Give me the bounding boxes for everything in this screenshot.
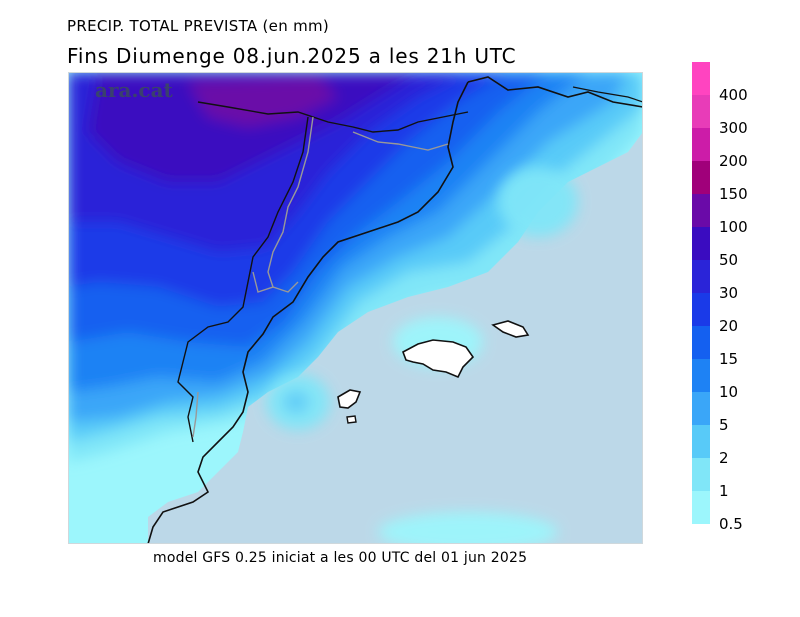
map-subtitle: Fins Diumenge 08.jun.2025 a les 21h UTC — [67, 44, 517, 68]
legend-swatch — [692, 62, 710, 95]
legend-label: 200 — [719, 152, 748, 170]
legend-swatch — [692, 194, 710, 227]
map-frame — [68, 72, 643, 544]
legend-label: 2 — [719, 449, 729, 467]
legend-label: 400 — [719, 86, 748, 104]
regional-border — [352, 131, 449, 151]
island-menorca — [491, 320, 530, 338]
legend-label: 20 — [719, 317, 739, 335]
sea-precip-patch — [378, 512, 558, 544]
legend-swatch — [692, 293, 710, 326]
regional-border — [192, 391, 199, 438]
precipitation-map — [68, 72, 643, 544]
national-border — [177, 116, 309, 443]
legend-label: 30 — [719, 284, 739, 302]
island-ibiza — [337, 389, 362, 409]
legend-label: 1 — [719, 482, 729, 500]
legend-swatch — [692, 359, 710, 392]
legend-swatch — [692, 425, 710, 458]
legend-swatch — [692, 260, 710, 293]
map-title: PRECIP. TOTAL PREVISTA (en mm) — [67, 17, 330, 35]
legend-swatch — [692, 161, 710, 194]
national-border — [572, 86, 643, 103]
legend-swatch — [692, 458, 710, 491]
sea-precip-patch — [284, 392, 308, 412]
regional-border — [272, 281, 299, 293]
precip-band-50 — [88, 72, 418, 182]
legend-label: 100 — [719, 218, 748, 236]
model-info: model GFS 0.25 iniciat a les 00 UTC del … — [153, 550, 528, 566]
legend-swatch — [692, 392, 710, 425]
legend-label: 0.5 — [719, 515, 743, 533]
legend-swatch — [692, 128, 710, 161]
legend-swatch — [692, 227, 710, 260]
watermark-logo: ara.cat — [95, 78, 173, 102]
island-formentera — [346, 415, 357, 424]
sea-precip-patch — [498, 167, 578, 237]
coastline — [467, 76, 643, 108]
legend-label: 300 — [719, 119, 748, 137]
legend-label: 10 — [719, 383, 739, 401]
legend-label: 5 — [719, 416, 729, 434]
coastline — [147, 81, 469, 544]
national-border — [197, 101, 469, 133]
legend-swatch — [692, 491, 710, 524]
precip-band-100 — [188, 77, 338, 127]
legend-swatch — [692, 326, 710, 359]
legend-swatch — [692, 95, 710, 128]
legend-label: 50 — [719, 251, 739, 269]
legend-label: 15 — [719, 350, 739, 368]
legend-label: 150 — [719, 185, 748, 203]
island-mallorca — [402, 339, 475, 379]
regional-border — [252, 116, 314, 293]
